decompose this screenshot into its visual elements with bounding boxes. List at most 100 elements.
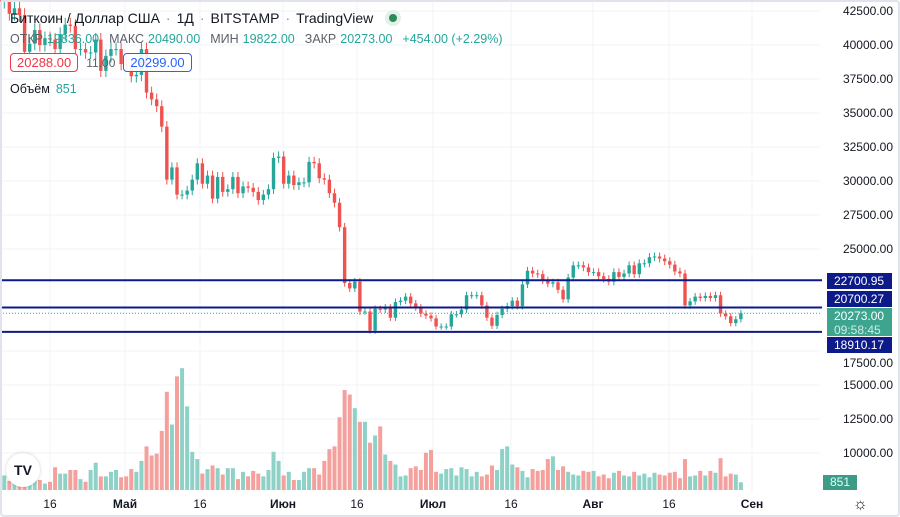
volume-bar	[322, 460, 327, 490]
candle-body	[429, 315, 433, 319]
ohlc-values: ОТКР 19836.00 МАКС 20490.00 МИН 19822.00 ЗА…	[10, 32, 509, 46]
interval[interactable]: 1Д	[176, 10, 194, 26]
candle-body	[307, 161, 311, 183]
candle-body	[480, 295, 484, 306]
sell-button[interactable]: 20288.00	[10, 53, 79, 72]
level-tag[interactable]: 18910.17	[827, 337, 892, 353]
candle-body	[236, 176, 240, 194]
candle-body	[541, 274, 545, 281]
candle-body	[693, 296, 697, 302]
candle-body	[109, 49, 113, 56]
candle-body	[12, 8, 17, 14]
volume-bar	[134, 471, 139, 490]
volume-bar	[489, 465, 494, 490]
open-label: ОТКР	[10, 32, 43, 46]
candle-body	[723, 313, 728, 317]
candle-body	[134, 74, 139, 77]
time-tick-label: Сен	[741, 497, 764, 511]
volume-bar	[581, 470, 586, 490]
volume-bar	[235, 479, 240, 490]
price-tick-label: 40000.00	[843, 38, 893, 52]
candle-body	[449, 314, 454, 327]
candle-body	[632, 265, 636, 275]
volume-bar	[561, 466, 566, 490]
candle-body	[571, 265, 575, 278]
candle-body	[88, 52, 93, 54]
candle-body	[403, 296, 408, 301]
volume-bar	[251, 470, 256, 490]
candle-body	[535, 273, 540, 275]
volume-bar	[281, 475, 286, 490]
candle-body	[581, 265, 586, 268]
candle-body	[561, 289, 565, 300]
candle-body	[398, 300, 403, 303]
volume-bar	[667, 472, 672, 490]
candle-body	[175, 167, 179, 195]
candle-body	[378, 308, 382, 310]
exchange: BITSTAMP	[210, 10, 280, 26]
volume-bar	[53, 467, 58, 490]
buy-button[interactable]: 20299.00	[123, 53, 192, 72]
volume-bar	[703, 475, 708, 490]
candle-body	[27, 43, 32, 52]
candle-body	[662, 258, 667, 262]
candle-body	[510, 300, 514, 307]
candle-body	[373, 308, 377, 331]
volume-bar	[464, 469, 469, 490]
volume-bar	[190, 451, 195, 490]
volume-bar	[68, 470, 73, 490]
volume-bar	[545, 459, 550, 490]
candle-body	[363, 311, 367, 313]
price-tick-label: 15000.00	[843, 378, 893, 392]
symbol-legend: Биткоин / Доллар США · 1Д · BITSTAMP · T…	[10, 10, 398, 26]
candle-body	[520, 284, 525, 307]
candle-body	[53, 39, 57, 50]
volume-bar	[439, 473, 444, 490]
candle-body	[439, 326, 443, 328]
volume-bar	[230, 468, 235, 490]
candle-body	[469, 295, 474, 297]
tradingview-logo-icon[interactable]: TV	[6, 453, 40, 487]
candle-body	[68, 24, 73, 26]
volume-bar	[362, 421, 367, 490]
candle-body	[673, 264, 677, 272]
candle-body	[48, 38, 52, 40]
volume-bar	[627, 476, 632, 490]
low-value: 19822.00	[242, 32, 295, 46]
level-tag[interactable]: 22700.95	[827, 273, 892, 289]
candle-body	[302, 182, 306, 184]
current-price: 20273.00	[834, 309, 885, 323]
candle-body	[602, 276, 606, 279]
volume-bar	[495, 470, 500, 490]
market-status-icon	[389, 14, 398, 22]
candle-body	[119, 49, 123, 65]
volume-label: Объём	[10, 82, 50, 96]
volume-bar	[479, 476, 484, 490]
volume-bar	[683, 459, 687, 490]
volume-bar	[291, 480, 296, 490]
candle-body	[231, 176, 235, 190]
candle-body	[38, 30, 42, 45]
volume-bar	[63, 473, 68, 490]
candle-body	[241, 186, 245, 194]
candle-body	[383, 307, 387, 310]
candle-body	[94, 39, 98, 53]
volume-bar	[357, 421, 362, 490]
volume-bar	[484, 474, 489, 490]
candle-body	[322, 178, 327, 180]
candle-body	[683, 273, 687, 306]
candle-body	[190, 179, 194, 191]
settings-icon[interactable]: ☼	[853, 496, 868, 513]
candle-body	[73, 25, 78, 50]
volume-bar	[449, 468, 454, 490]
level-tag[interactable]: 20700.27	[827, 291, 892, 307]
volume-bar	[515, 467, 520, 490]
symbol-name[interactable]: Биткоин / Доллар США	[10, 10, 160, 26]
volume-legend[interactable]: Объём 851	[10, 82, 77, 96]
volume-bar	[672, 471, 677, 490]
candle-body	[205, 175, 210, 184]
volume-bar	[616, 470, 621, 490]
time-tick-label: 16	[43, 497, 57, 511]
candle-body	[734, 319, 738, 324]
